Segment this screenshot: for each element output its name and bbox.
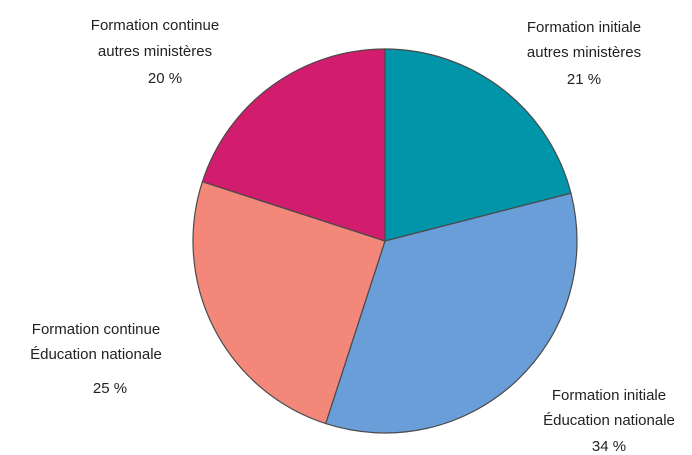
slice-label-line: Formation continue (32, 321, 160, 338)
pie-slices (192, 48, 578, 434)
slice-label-line: Formation initiale (527, 19, 641, 36)
slice-label-line: Formation initiale (552, 387, 666, 404)
slice-label-line: Éducation nationale (543, 412, 675, 429)
slice-label-line: Éducation nationale (30, 346, 162, 363)
slice-value-label: 25 % (93, 380, 127, 397)
slice-label-line: autres ministères (527, 44, 641, 61)
slice-label-line: Formation continue (91, 17, 219, 34)
pie-slice-0 (384, 48, 572, 242)
slice-value-label: 21 % (567, 71, 601, 88)
pie-slice-1 (324, 192, 578, 434)
slice-value-label: 20 % (148, 70, 182, 87)
slice-value-label: 34 % (592, 438, 626, 455)
pie-slice-3 (201, 48, 386, 242)
pie-slice-2 (192, 180, 386, 425)
slice-label-line: autres ministères (98, 43, 212, 60)
